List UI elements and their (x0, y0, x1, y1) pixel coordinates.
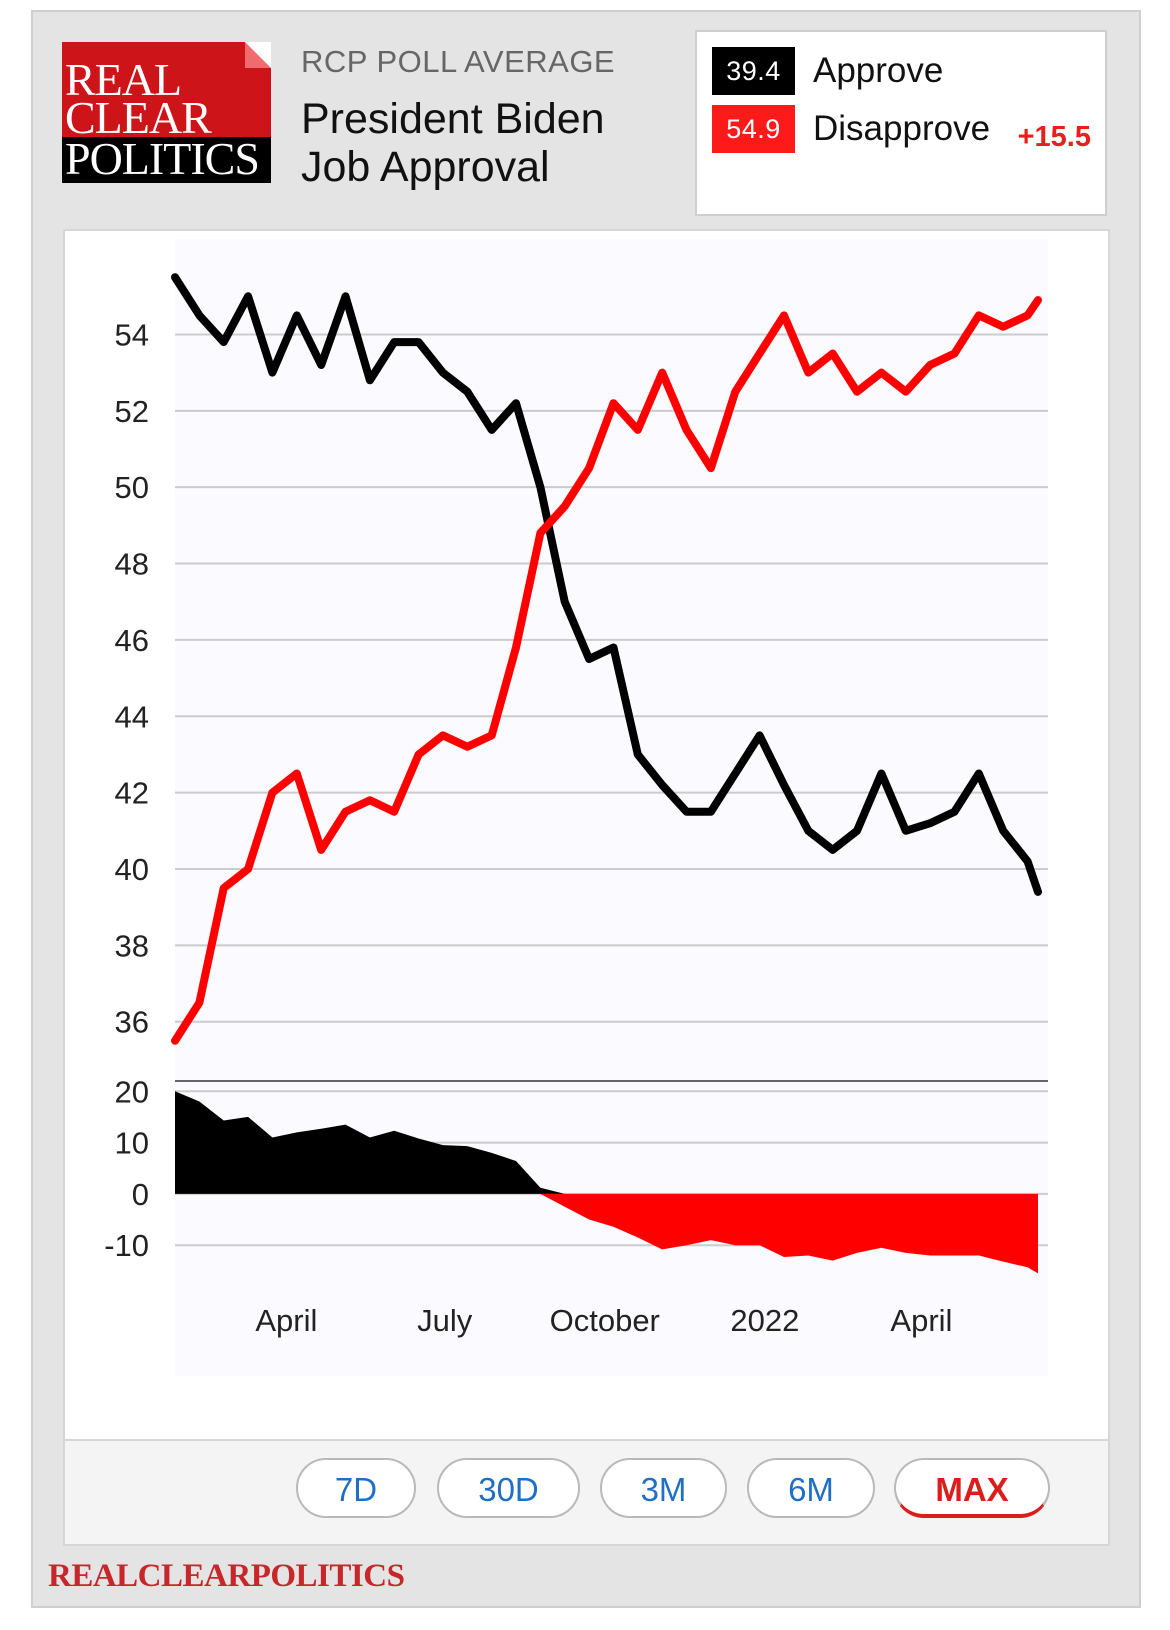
range-button-max[interactable]: MAX (894, 1458, 1050, 1518)
approval-chart[interactable]: 36 38 40 42 44 46 48 50 52 54 20 10 0 -10 April July Oct… (65, 231, 1112, 1443)
y-tick-label: 38 (115, 928, 149, 963)
x-tick-label: April (255, 1303, 317, 1338)
y-tick-label: 40 (115, 852, 149, 887)
approve-value: 39.4 (712, 47, 795, 95)
spread-area-negative (175, 1193, 1038, 1274)
series-line-disapprove (171, 296, 1042, 1045)
spread-area-positive (175, 1091, 1038, 1194)
y-tick-label: 36 (115, 1005, 149, 1040)
range-button-30d[interactable]: 30D (437, 1458, 580, 1518)
poll-title: President Biden Job Approval (301, 95, 605, 191)
x-tick-label: July (417, 1303, 473, 1338)
poll-title-line2: Job Approval (301, 143, 550, 191)
y-tick-label: 52 (115, 394, 149, 429)
logo-fold (245, 42, 271, 68)
spread-y-tick-label: 10 (115, 1126, 149, 1161)
legend-disapprove: 54.9 Disapprove (712, 105, 990, 153)
disapprove-value: 54.9 (712, 105, 795, 153)
poll-title-line1: President Biden (301, 95, 605, 143)
rcp-logo[interactable]: REAL CLEAR POLITICS (62, 42, 271, 183)
disapprove-label: Disapprove (813, 109, 991, 148)
y-tick-label: 44 (115, 699, 149, 734)
approve-label: Approve (813, 51, 944, 90)
range-button-7d[interactable]: 7D (296, 1458, 416, 1518)
chart-card: 36 38 40 42 44 46 48 50 52 54 20 10 0 -10 April July Oct… (63, 229, 1110, 1441)
poll-subtitle: RCP POLL AVERAGE (301, 44, 616, 79)
y-tick-label: 54 (115, 317, 149, 352)
spread-value: +15.5 (1017, 121, 1091, 153)
y-tick-label: 50 (115, 470, 149, 505)
spread-y-tick-label: -10 (104, 1228, 149, 1263)
y-tick-label: 42 (115, 776, 149, 811)
x-tick-label: October (550, 1303, 660, 1338)
y-tick-label: 46 (115, 623, 149, 658)
legend-box: 39.4 Approve 54.9 Disapprove +15.5 (695, 30, 1107, 216)
logo-word-politics: POLITICS (65, 133, 260, 183)
series-line-approve (171, 273, 1042, 896)
range-button-bar: 7D 30D 3M 6M MAX (63, 1441, 1110, 1546)
x-tick-label: 2022 (730, 1303, 799, 1338)
logo-word-clear: CLEAR (65, 92, 212, 143)
spread-y-tick-label: 20 (115, 1074, 149, 1109)
spread-y-tick-label: 0 (132, 1177, 149, 1212)
logo-band (62, 137, 271, 183)
range-button-3m[interactable]: 3M (600, 1458, 727, 1518)
footer-brand[interactable]: REALCLEARPOLITICS (48, 1558, 405, 1594)
x-tick-label: April (890, 1303, 952, 1338)
legend-approve: 39.4 Approve (712, 47, 943, 95)
logo-word-real: REAL (65, 54, 182, 105)
range-button-6m[interactable]: 6M (747, 1458, 875, 1518)
y-tick-label: 48 (115, 547, 149, 582)
